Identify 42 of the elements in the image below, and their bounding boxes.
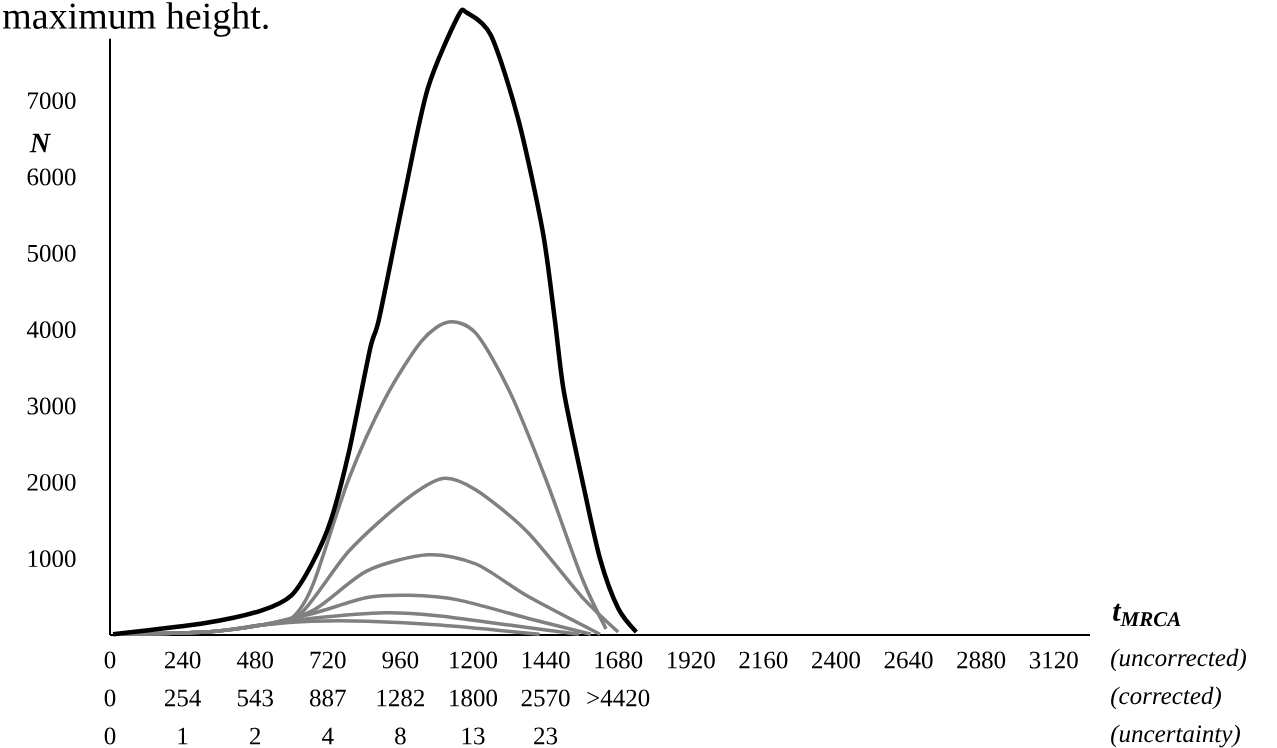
text: (corrected) (1111, 686, 1221, 710)
x-tick-label: 240 (164, 651, 201, 669)
x-axis-title: t$_{MRCA}$ (1113, 603, 1181, 627)
y-tick-label: 4000 (26, 321, 76, 339)
text: 23 (534, 727, 558, 745)
text: 13 (462, 727, 485, 745)
y-tick-label: 1000 (28, 550, 76, 568)
x-tick-label: 2880 (957, 651, 1006, 669)
x-tick-label: 480 (236, 651, 273, 669)
x-tick-label: 1920 (667, 651, 715, 669)
x-tick-label: 1680 (595, 651, 643, 669)
y-tick-label: 5000 (27, 244, 76, 262)
x-tick-label: 3120 (1029, 651, 1078, 669)
text: 0 (104, 727, 116, 745)
text: >4420 (587, 689, 650, 707)
y-tick-label: 2000 (27, 473, 76, 491)
y-axis-title: N (29, 133, 51, 153)
text: 4 (322, 727, 334, 745)
text: 1282 (377, 689, 424, 707)
text: 543 (237, 689, 273, 707)
y-tick-label: 7000 (28, 92, 76, 110)
text: 8 (395, 727, 406, 745)
x-tick-label: 960 (382, 651, 419, 669)
x-tick-label: 2640 (884, 651, 933, 669)
y-tick-label: 6000 (27, 168, 76, 186)
text: 1 (178, 727, 188, 745)
x-tick-label: 720 (310, 651, 346, 669)
chart-title: maximum height. (3, 2, 268, 37)
x-tick-label: 1440 (522, 651, 570, 669)
text: 2570 (521, 689, 570, 707)
text: 254 (164, 689, 201, 707)
text: 1800 (450, 689, 498, 707)
y-tick-label: 3000 (27, 397, 76, 415)
text: 0 (104, 689, 116, 707)
text: (uncertainty) (1111, 724, 1240, 748)
text: (uncorrected) (1111, 648, 1246, 672)
x-tick-label: 2400 (812, 651, 860, 669)
text: 887 (309, 689, 346, 707)
x-tick-label: 0 (104, 651, 116, 669)
x-tick-label: 2160 (739, 651, 788, 669)
x-tick-label: 1200 (450, 651, 498, 669)
text: 2 (250, 727, 261, 745)
